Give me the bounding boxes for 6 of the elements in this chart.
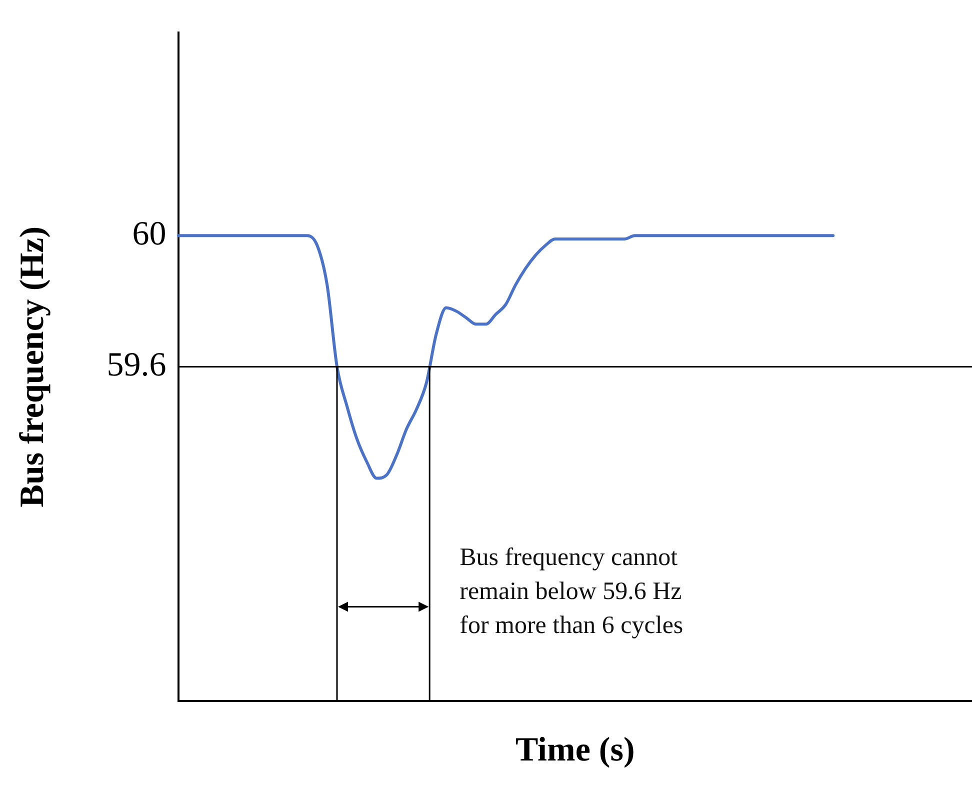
x-axis-title: Time (s) xyxy=(515,731,635,768)
line-series xyxy=(176,234,835,480)
y-axis-title: Bus frequency (Hz) xyxy=(14,226,52,508)
annotation: Bus frequency cannot remain below 59.6 Hz for more than 6 cycles xyxy=(460,542,684,641)
y-tick-label: 59.6 xyxy=(106,346,166,384)
y-tick-label: 60 xyxy=(132,216,166,253)
